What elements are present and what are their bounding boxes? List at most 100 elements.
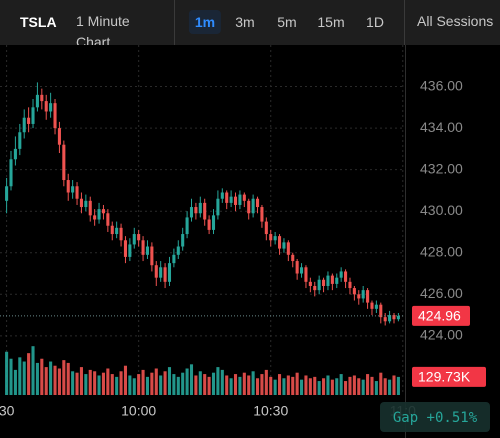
volume-bar — [247, 375, 251, 395]
candle-body — [97, 209, 101, 220]
interval-button[interactable]: 1m — [188, 10, 222, 34]
candle-body — [308, 281, 312, 286]
volume-bar — [27, 353, 31, 395]
annotation-box — [380, 402, 490, 432]
volume-bar — [163, 371, 167, 395]
interval-button[interactable]: 3m — [235, 14, 255, 30]
candle-body — [374, 304, 378, 309]
volume-bar — [49, 361, 53, 395]
candle-body — [22, 117, 26, 133]
volume-bar — [242, 372, 246, 395]
candle-body — [75, 186, 79, 199]
candle-body — [286, 242, 290, 255]
candle-body — [269, 234, 273, 241]
candle-body — [357, 294, 361, 299]
volume-bar — [18, 357, 22, 395]
candle-body — [229, 196, 233, 203]
last-price-label: 424.96 — [418, 308, 461, 324]
y-tick-label: 428.00 — [420, 243, 463, 259]
volume-bar — [44, 367, 48, 395]
volume-bar — [207, 376, 211, 395]
candle-body — [106, 213, 110, 226]
volume-bar — [5, 351, 9, 395]
candle-body — [145, 246, 150, 255]
volume-bar — [128, 375, 132, 395]
candle-body — [141, 240, 145, 255]
volume-bar — [255, 378, 260, 395]
session[interactable]: All Sessions — [417, 13, 494, 29]
y-tick-label: 426.00 — [420, 285, 463, 301]
volume-bar — [22, 361, 26, 395]
volume-bar — [13, 369, 17, 395]
volume-bar — [31, 346, 35, 395]
volume-bar — [176, 376, 180, 395]
candle-body — [300, 267, 304, 274]
candle-body — [313, 285, 317, 291]
volume-bar — [35, 362, 39, 395]
interval-button[interactable]: 15m — [317, 14, 345, 30]
volume-bar — [269, 376, 273, 395]
volume-bar — [203, 374, 207, 395]
candle-body — [392, 315, 396, 320]
candle-body — [13, 148, 17, 160]
candle-body — [128, 244, 132, 257]
candle-body — [220, 192, 224, 199]
candle-body — [132, 234, 136, 245]
volume-bar — [150, 372, 154, 395]
volume-bar — [313, 376, 317, 395]
candle-body — [88, 200, 92, 216]
volume-bar — [251, 371, 255, 395]
volume-bar — [264, 369, 268, 395]
candle-body — [71, 186, 75, 193]
candle-body — [366, 290, 370, 303]
volume-bar — [97, 375, 101, 395]
chart-type[interactable]: 1 Minute Chart — [76, 13, 130, 45]
candle-body — [53, 103, 57, 129]
candle-body — [40, 94, 44, 102]
volume-bar — [211, 372, 216, 395]
candle-body — [383, 317, 387, 322]
volume-bar — [366, 374, 370, 395]
candle-body — [35, 94, 39, 108]
candle-body — [185, 217, 189, 235]
symbol[interactable]: TSLA — [20, 14, 57, 30]
candle-body — [396, 315, 400, 320]
interval-button[interactable]: 1D — [366, 14, 384, 30]
volume-bar — [40, 358, 44, 395]
volume-bar — [238, 376, 242, 395]
volume-bar — [233, 374, 238, 395]
candle-body — [216, 198, 220, 216]
volume-bar — [229, 378, 233, 395]
candle-body — [167, 263, 172, 282]
separator — [404, 0, 405, 45]
volume-bar — [216, 367, 220, 395]
candle-body — [119, 227, 123, 241]
interval-button[interactable]: 5m — [277, 14, 297, 30]
y-tick-label: 434.00 — [420, 119, 463, 135]
volume-bar — [194, 375, 198, 395]
candle-body — [93, 215, 97, 220]
candle-body — [181, 234, 185, 247]
volume-bar — [352, 375, 356, 395]
candle-body — [207, 219, 211, 230]
volume-bar — [374, 381, 378, 395]
last-price-box — [412, 305, 470, 326]
candle-body — [344, 271, 348, 282]
candle-body — [273, 236, 277, 241]
volume-bar — [225, 375, 229, 395]
candle-body — [176, 246, 180, 255]
candle-body — [159, 267, 163, 278]
candle-body — [123, 240, 128, 257]
candle-body — [150, 246, 154, 266]
candle-body — [57, 128, 61, 145]
volume-bar — [75, 372, 79, 395]
annotation: Gap +0.51% — [393, 410, 478, 426]
volume-bar — [220, 369, 224, 395]
volume-bar — [189, 364, 194, 395]
y-tick-label: 436.00 — [420, 77, 463, 93]
candle-body — [251, 198, 255, 214]
candle-body — [27, 117, 31, 124]
y-tick-label: 424.00 — [420, 327, 463, 343]
candle-body — [291, 254, 295, 262]
x-tick-label: 10:00 — [121, 403, 156, 419]
